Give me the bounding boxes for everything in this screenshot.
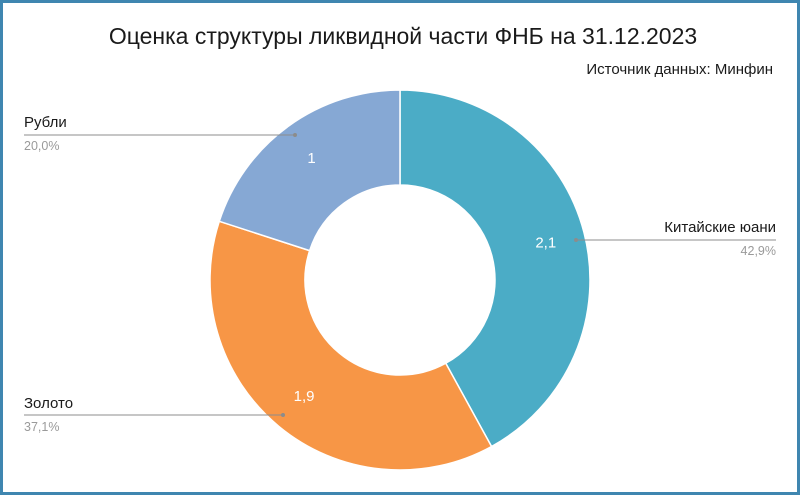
slice-percent-label: 37,1% (24, 420, 59, 434)
slice-percent-label: 42,9% (741, 244, 776, 258)
slice-percent-label: 20,0% (24, 139, 59, 153)
chart-title: Оценка структуры ликвидной части ФНБ на … (108, 23, 698, 49)
leader-dot (574, 238, 578, 242)
slice-3 (218, 89, 401, 252)
slice-2 (209, 220, 493, 471)
slice-value-label: 1 (307, 150, 315, 167)
slice-value-label: 2,1 (535, 235, 556, 252)
slice-value-label: 1,9 (294, 388, 315, 405)
leader-dot (293, 133, 297, 137)
slice-name-label: Китайские юани (664, 219, 776, 236)
leader-dot (281, 413, 285, 417)
slice-name-label: Рубли (24, 114, 67, 131)
slice-1 (399, 89, 591, 448)
source-note: Источник данных: Минфин (586, 61, 773, 78)
slice-name-label: Золото (24, 395, 73, 412)
